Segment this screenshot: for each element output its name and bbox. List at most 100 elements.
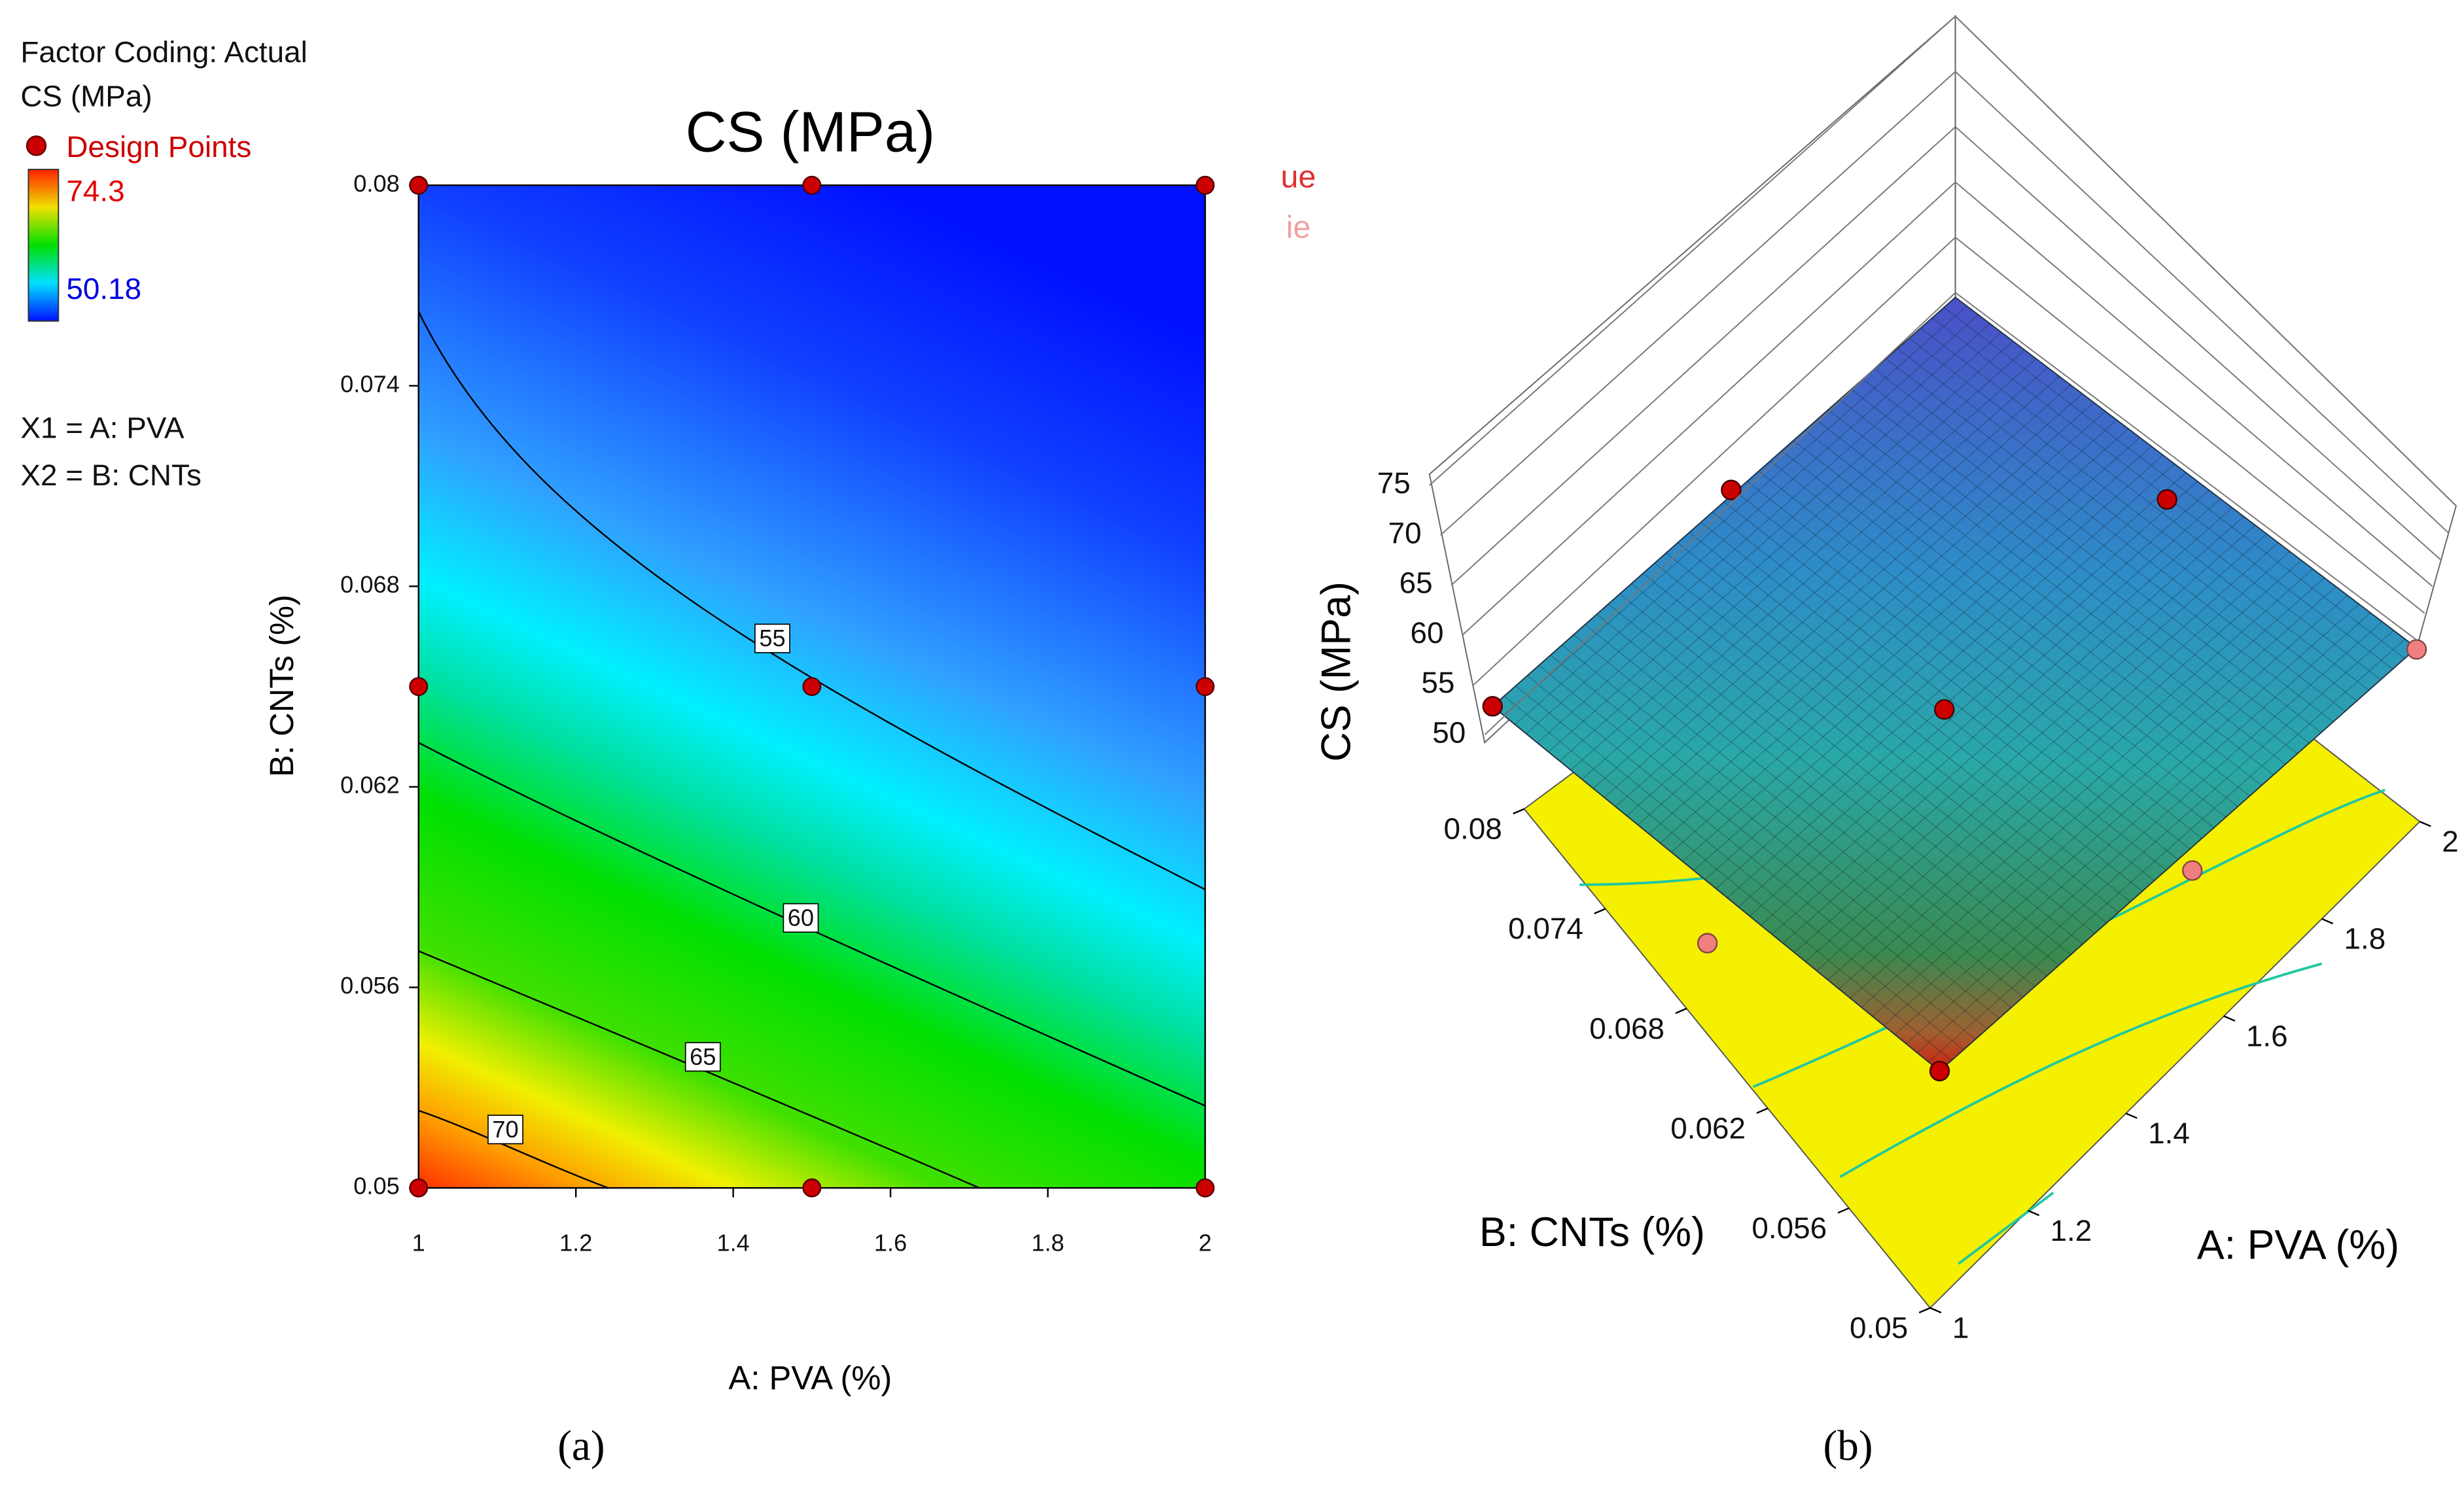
surface-mesh [1872, 595, 2348, 1017]
design-point-3d [1697, 933, 1718, 954]
surface-mesh [1781, 450, 2238, 807]
design-point [802, 175, 822, 195]
x-tick-label-3d: 2 [2442, 824, 2459, 858]
wall-grid-line [1440, 71, 2449, 536]
surface-mesh [1581, 367, 2049, 780]
legend-x2: X2 = B: CNTs [20, 458, 202, 492]
surface-mesh [1682, 445, 2152, 862]
design-point [409, 1178, 429, 1198]
design-point-3d [1929, 1060, 1950, 1082]
surface-mesh [1671, 437, 2141, 853]
surface-mesh [1894, 612, 2371, 1035]
surface-mesh [1704, 463, 2175, 880]
x-tick-label: 1.6 [874, 1230, 907, 1256]
y-tick-label-3d: 0.08 [1444, 812, 1502, 846]
surface-mesh [1862, 379, 2322, 733]
surface-mesh [1886, 358, 2346, 712]
chart-title: CS (MPa) [686, 100, 935, 164]
y-tick-3d [1756, 1107, 1769, 1114]
surface-mesh [1615, 393, 2083, 807]
surface-mesh [1758, 470, 2215, 829]
x-tick-label-3d: 1.6 [2246, 1018, 2288, 1052]
surface-mesh [1782, 525, 2256, 944]
z-tick-label: 55 [1421, 665, 1454, 699]
surface-mesh [1631, 583, 2083, 944]
y-tick-3d [1675, 1007, 1687, 1014]
caption: (b) [1823, 1423, 1873, 1470]
surface-mesh [1561, 644, 2012, 1009]
surface-mesh [1816, 419, 2274, 776]
surface-mesh [1660, 428, 2129, 844]
z-tick-label: 60 [1410, 615, 1443, 650]
wall-grid-line [1451, 126, 2441, 586]
surface-mesh [1526, 323, 1991, 735]
y-tick-label-3d: 0.068 [1589, 1011, 1664, 1045]
surface-mesh [1839, 399, 2298, 754]
surface-mesh [1515, 685, 1964, 1050]
surface-mesh [1626, 402, 2094, 816]
y-tick-label-3d: 0.05 [1850, 1311, 1908, 1345]
surface-mesh [1593, 375, 2060, 789]
colorbar-min: 50.18 [66, 271, 141, 305]
y-axis-label-3d: B: CNTs (%) [1479, 1209, 1705, 1255]
z-tick-label: 50 [1432, 715, 1466, 749]
design-point [409, 175, 429, 195]
surface-mesh [1550, 655, 2000, 1019]
y-tick-label: 0.062 [340, 772, 400, 799]
z-tick-label: 70 [1388, 515, 1422, 549]
contour-label: 55 [759, 625, 785, 651]
z-tick-label: 75 [1377, 466, 1411, 500]
x-tick-label-3d: 1 [1952, 1311, 1969, 1345]
surface-mesh [1746, 481, 2202, 839]
surface-mesh [1538, 665, 1988, 1030]
contour-label-box [684, 1042, 721, 1072]
surface-mesh [1861, 586, 2336, 1008]
surface-mesh [1770, 460, 2226, 818]
surface-mesh [1537, 332, 2002, 744]
colorbar [27, 169, 60, 322]
design-point [409, 677, 429, 697]
surface-mesh [1827, 409, 2286, 765]
surface-mesh [1585, 624, 2035, 987]
surface-mesh [1689, 532, 2143, 892]
design-point-3d [1721, 479, 1742, 500]
x-tick-label-3d: 1.2 [2050, 1213, 2092, 1247]
x-tick-label: 1.8 [1031, 1230, 1064, 1256]
surface-mesh [1794, 533, 2267, 953]
floor-contour [1579, 788, 2385, 1265]
y-tick-3d [1837, 1207, 1850, 1214]
surface-mesh [1851, 389, 2310, 744]
x-tick-3d [2419, 820, 2431, 827]
surface-mesh [1760, 507, 2233, 926]
surface-mesh [1570, 358, 2037, 771]
surface-mesh [1738, 489, 2209, 908]
surface-mesh [1874, 368, 2334, 723]
wall-grid-line [1462, 181, 2433, 636]
surface-mesh [1805, 542, 2279, 962]
y-tick-label-3d: 0.056 [1751, 1211, 1827, 1245]
y-tick-label: 0.074 [340, 370, 400, 397]
surface-mesh [1526, 675, 1976, 1040]
x-tick-3d [2125, 1113, 2138, 1119]
y-tick-label: 0.068 [340, 571, 400, 598]
contour-label: 65 [690, 1043, 716, 1070]
surface-mesh [1642, 573, 2095, 934]
x-tick-3d [2223, 1015, 2236, 1022]
x-tick-label: 1.4 [716, 1230, 749, 1256]
caption: (a) [557, 1423, 605, 1470]
x-tick-label-3d: 1.4 [2148, 1116, 2190, 1150]
wall-grid-line [1429, 15, 2457, 506]
x-axis-label-3d: A: PVA (%) [2197, 1222, 2399, 1268]
x-tick-label: 1 [412, 1230, 425, 1256]
contour-line [418, 1109, 608, 1189]
surface-mesh [1771, 516, 2244, 935]
surface-mesh [1637, 411, 2106, 825]
surface-mesh [1559, 349, 2025, 762]
surface-mesh [1883, 603, 2359, 1026]
surface-mesh [1548, 341, 2014, 753]
surface-mesh [1920, 327, 2382, 680]
surface-mesh [1943, 307, 2405, 659]
y-axis-label: B: CNTs (%) [263, 595, 300, 777]
design-point [802, 1178, 822, 1198]
